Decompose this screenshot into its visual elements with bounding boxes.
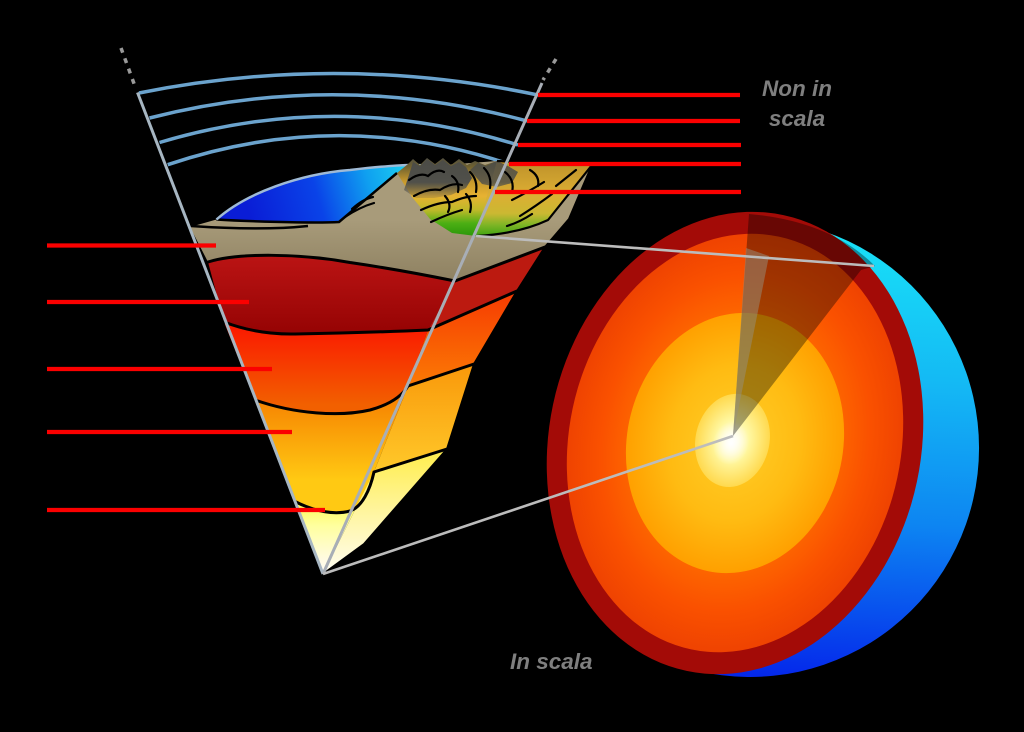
svg-text:Non in: Non in bbox=[762, 76, 832, 101]
svg-text:In scala: In scala bbox=[510, 649, 593, 674]
svg-text:scala: scala bbox=[769, 106, 825, 131]
